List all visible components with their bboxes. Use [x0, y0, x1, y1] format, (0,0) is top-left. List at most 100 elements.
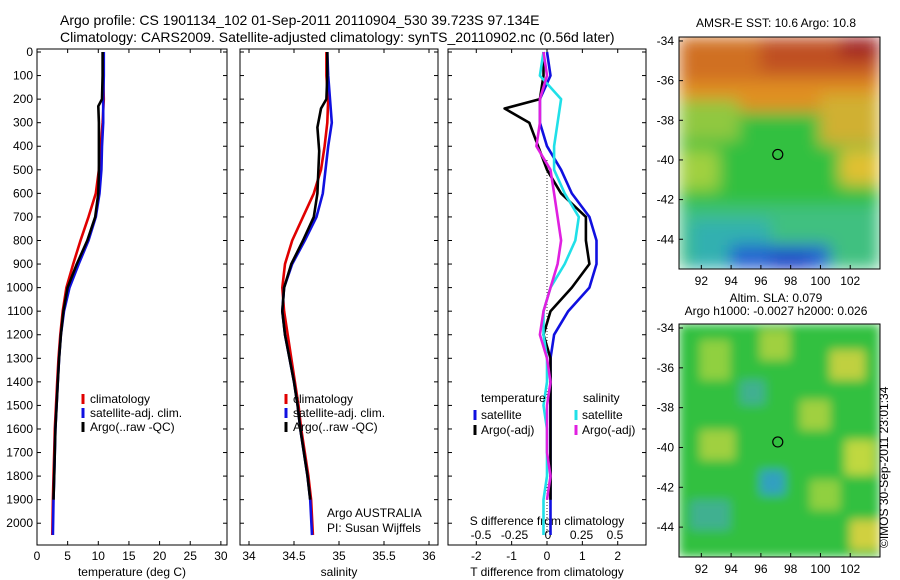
legend-label: Argo(-adj)	[582, 423, 635, 437]
x-tick-label: 36	[422, 549, 436, 563]
s-axis-label: S difference from climatology	[470, 514, 625, 528]
sst-argo-location-marker	[772, 148, 784, 161]
x-axis-label: temperature (deg C)	[78, 565, 186, 579]
y-tick-label: 1300	[6, 351, 33, 365]
s-tick-label: 0	[545, 528, 552, 542]
map-y-tick-label: -34	[657, 34, 675, 48]
map-x-tick-label: 96	[754, 562, 768, 576]
x-tick-label: 20	[153, 549, 167, 563]
legend-label: satellite-adj. clim.	[293, 406, 385, 420]
y-tick-label: 700	[13, 210, 33, 224]
sla-argo-location-marker	[772, 436, 784, 448]
y-tick-label: 300	[13, 116, 33, 130]
credit-text: ©IMOS 30-Sep-2011 23:01:34	[877, 386, 891, 548]
figure-title-line-2: Climatology: CARS2009. Satellite-adjuste…	[60, 29, 615, 45]
map-y-tick-label: -38	[657, 401, 675, 415]
figure-title-line-1: Argo profile: CS 1901134_102 01-Sep-2011…	[60, 12, 540, 28]
legend-label: Argo(..raw -QC)	[90, 420, 175, 434]
legend-title-temperature: temperature	[481, 391, 546, 405]
annotation-line-2: PI: Susan Wijffels	[327, 521, 421, 535]
salinity-panel: 34 34.5 35 35.5 36 salinity climatologysatelli…	[239, 48, 439, 579]
legend-title-salinity: salinity	[583, 391, 620, 405]
legend-label: climatology	[90, 392, 150, 406]
y-tick-label: 2000	[6, 516, 33, 530]
x-tick-label: 25	[184, 549, 198, 563]
x-tick-label: 34	[242, 549, 256, 563]
sla-map-panel: Altim. SLA: 0.079 Argo h1000: -0.0027 h2…	[657, 291, 881, 576]
x-tick-label: 30	[214, 549, 228, 563]
map-x-tick-label: 92	[695, 274, 709, 288]
s-tick-label: 0.25	[570, 528, 594, 542]
series-group	[280, 51, 334, 536]
x-tick-label: 35	[332, 549, 346, 563]
map-x-tick-label: 98	[784, 562, 798, 576]
series-line-satellite-adj-clim-	[51, 52, 106, 536]
map-y-tick-label: -40	[657, 440, 675, 454]
legend-label: Argo(..raw -QC)	[293, 420, 378, 434]
sla-heatmap	[679, 324, 880, 557]
x-tick-label: 0	[544, 549, 551, 563]
legend-label: satellite	[582, 408, 623, 422]
s-tick-label: -0.5	[471, 528, 492, 542]
y-tick-label: 1100	[7, 304, 33, 318]
y-tick-label: 1700	[6, 446, 33, 460]
plot-frame	[36, 48, 228, 546]
y-tick-label: 900	[13, 257, 33, 271]
map-y-tick-label: -38	[657, 113, 675, 127]
legend-label: climatology	[293, 392, 353, 406]
map-y-tick-label: -44	[657, 520, 675, 534]
x-tick-label: 10	[92, 549, 106, 563]
sst-map-panel: AMSR-E SST: 10.6 Argo: 10.8 92 94 96 98 100 1…	[657, 16, 881, 288]
x-axis-label: salinity	[321, 565, 358, 579]
y-tick-label: 600	[13, 186, 33, 200]
y-tick-label: 800	[13, 233, 33, 247]
map-x-tick-label: 100	[810, 274, 830, 288]
map-y-tick-label: -36	[657, 74, 675, 88]
y-tick-label: 100	[13, 69, 33, 83]
y-tick-label: 0	[26, 45, 33, 59]
difference-panel: -2 -1 0 1 2 T difference from climatology -0.5…	[447, 48, 647, 579]
x-tick-label: 0	[34, 549, 41, 563]
s-tick-label: -0.25	[501, 528, 529, 542]
series-line-climatology	[51, 52, 106, 536]
series-group	[51, 52, 106, 536]
legend-label: satellite	[481, 408, 522, 422]
series-line-salinity-satellite	[538, 51, 581, 535]
map-x-tick-label: 102	[840, 562, 860, 576]
x-tick-label: 35.5	[372, 549, 396, 563]
y-tick-label: 500	[13, 163, 33, 177]
annotation-line-1: Argo AUSTRALIA	[327, 506, 422, 520]
legend-label: Argo(-adj)	[481, 423, 534, 437]
y-tick-label: 1900	[6, 493, 33, 507]
map-y-tick-label: -42	[657, 193, 675, 207]
x-tick-label: 2	[614, 549, 621, 563]
series-line-argo-raw-qc-	[52, 52, 104, 500]
legend-label: satellite-adj. clim.	[90, 406, 182, 420]
sla-map-title-2: Argo h1000: -0.0027 h2000: 0.026	[685, 304, 868, 318]
x-tick-label: 5	[64, 549, 71, 563]
map-y-tick-label: -42	[657, 480, 675, 494]
map-y-tick-label: -34	[657, 321, 675, 335]
y-tick-label: 200	[13, 92, 33, 106]
x-tick-label: 34.5	[282, 549, 306, 563]
sst-map-title: AMSR-E SST: 10.6 Argo: 10.8	[696, 16, 856, 30]
map-y-tick-label: -44	[657, 232, 675, 246]
y-tick-label: 1500	[6, 398, 33, 412]
series-line-temperature-argo-adj-	[503, 52, 591, 500]
series-line-salinity-argo-adj-	[535, 51, 563, 500]
temperature-panel: 0100200300400500600700800900100011001200…	[6, 45, 228, 579]
sla-map-title-1: Altim. SLA: 0.079	[730, 291, 823, 305]
y-tick-label: 1800	[6, 469, 33, 483]
map-x-tick-label: 102	[840, 274, 860, 288]
s-tick-label: 0.5	[607, 528, 624, 542]
y-tick-label: 400	[13, 139, 33, 153]
x-tick-label: -1	[506, 549, 517, 563]
map-x-tick-label: 94	[724, 562, 738, 576]
y-tick-label: 1000	[6, 281, 33, 295]
map-x-tick-label: 100	[810, 562, 830, 576]
plot-frame	[239, 48, 439, 546]
y-tick-label: 1600	[6, 422, 33, 436]
x-axis-label: T difference from climatology	[470, 565, 624, 579]
series-line-argo-raw-qc-	[280, 52, 329, 500]
